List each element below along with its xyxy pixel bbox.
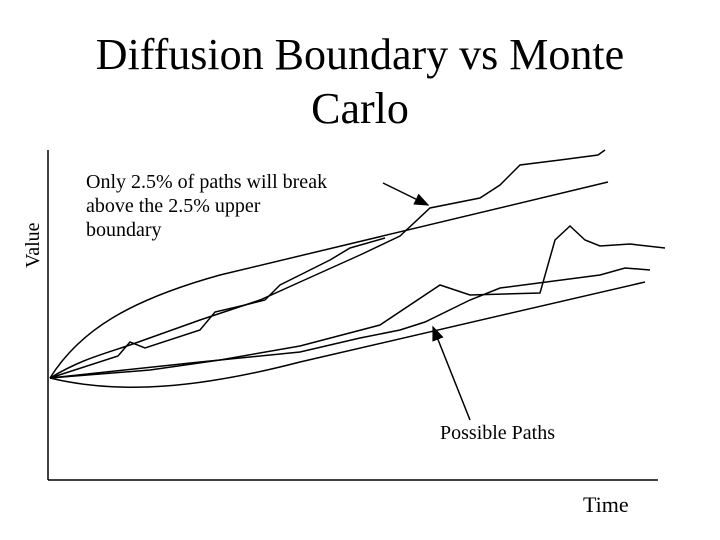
- sample-path: [49, 267, 651, 379]
- sample-path: [49, 224, 666, 379]
- x-axis-label: Time: [583, 492, 629, 517]
- sample-path: [49, 149, 606, 379]
- arrow: [432, 325, 471, 421]
- upper-boundary: [49, 181, 609, 379]
- paths-note: Possible Paths: [440, 422, 556, 444]
- sample-path: [49, 237, 386, 379]
- lower-boundary: [49, 281, 646, 389]
- arrow: [382, 182, 430, 206]
- title: Diffusion Boundary vs Monte Carlo: [95, 30, 625, 133]
- note-line: Only 2.5% of paths will break: [86, 171, 328, 193]
- boundary-note: Only 2.5% of paths will break above the …: [86, 170, 327, 242]
- note-line: above the 2.5% upper: [86, 195, 261, 217]
- y-axis-label: Value: [22, 222, 44, 268]
- note-line: boundary: [86, 219, 162, 241]
